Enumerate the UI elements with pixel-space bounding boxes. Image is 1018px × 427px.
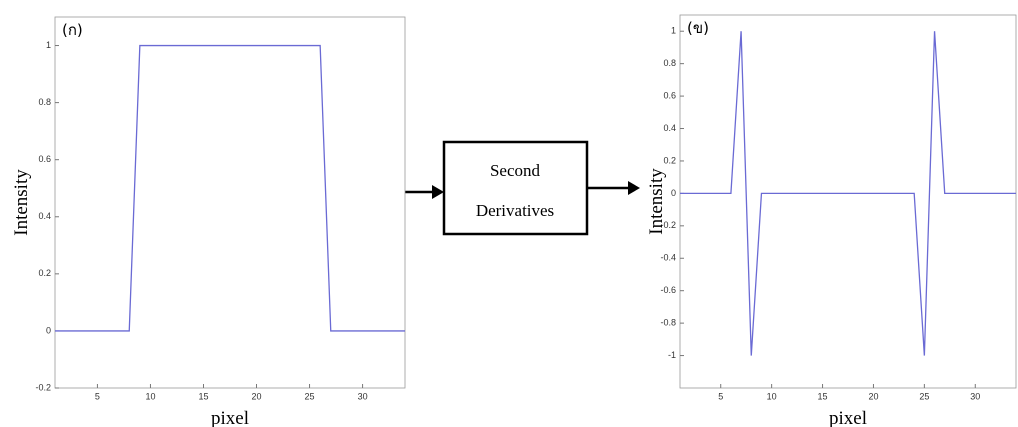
- x-tick-label: 15: [818, 391, 828, 401]
- y-axis-label: Intensity: [11, 169, 32, 236]
- x-tick-label: 10: [767, 391, 777, 401]
- y-tick-label: 0.6: [38, 154, 51, 164]
- x-axis-label: pixel: [829, 408, 867, 427]
- x-tick-label: 30: [358, 391, 368, 401]
- box-label: Second: [490, 161, 541, 180]
- arrowhead: [628, 181, 640, 195]
- y-tick-label: -0.2: [660, 220, 676, 230]
- y-tick-label: -0.8: [660, 318, 676, 328]
- plot-frame: [54, 16, 406, 389]
- panel-label: (ข): [687, 19, 709, 37]
- x-axis-label: pixel: [211, 408, 249, 427]
- y-tick-label: -0.6: [660, 285, 676, 295]
- x-tick-label: 20: [252, 391, 262, 401]
- x-tick-label: 5: [718, 391, 723, 401]
- y-tick-label: 0.2: [38, 268, 51, 278]
- y-tick-label: 0.8: [663, 58, 676, 68]
- y-tick-label: 0: [46, 325, 51, 335]
- x-tick-label: 30: [970, 391, 980, 401]
- y-tick-label: 1: [46, 40, 51, 50]
- y-tick-label: 0.8: [38, 97, 51, 107]
- process-box: [442, 140, 589, 236]
- y-tick-label: 0: [671, 188, 676, 198]
- y-axis-label: Intensity: [646, 168, 667, 235]
- plot-frame: [679, 14, 1017, 389]
- x-tick-label: 5: [95, 391, 100, 401]
- box-label: Derivatives: [476, 201, 554, 220]
- y-tick-label: 0.2: [663, 155, 676, 165]
- y-tick-label: 1: [671, 26, 676, 36]
- y-tick-label: 0.6: [663, 90, 676, 100]
- data-line: [680, 31, 1016, 356]
- y-tick-label: 0.4: [663, 123, 676, 133]
- y-tick-label: -1: [668, 350, 676, 360]
- x-tick-label: 15: [198, 391, 208, 401]
- panel-label: (ก): [62, 21, 83, 39]
- data-line: [55, 44, 405, 332]
- y-tick-label: -0.4: [660, 253, 676, 263]
- y-tick-label: -0.2: [35, 382, 51, 392]
- x-tick-label: 20: [868, 391, 878, 401]
- diagram: Second Derivatives: [388, 140, 640, 236]
- y-tick-label: 0.4: [38, 211, 51, 221]
- x-tick-label: 25: [919, 391, 929, 401]
- arrowhead: [432, 185, 444, 199]
- x-tick-label: 25: [305, 391, 315, 401]
- x-tick-label: 10: [145, 391, 155, 401]
